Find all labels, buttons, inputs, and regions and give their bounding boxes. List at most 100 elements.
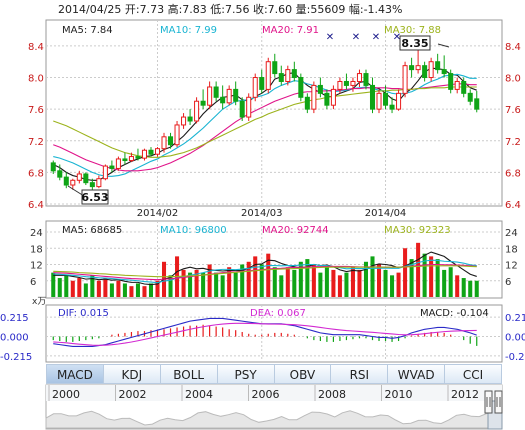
volume-y-axis: 6 6 12 12 18 18 24 24 [30, 228, 518, 288]
volume-bar [96, 280, 101, 297]
max-price-callout: 8.35 [399, 35, 450, 51]
volume-legend-item: MA30: 92323 [384, 225, 451, 236]
volume-bar [266, 253, 271, 297]
price-candle-body [298, 77, 304, 98]
price-candle-body [402, 65, 408, 94]
price-candle-body [461, 80, 467, 94]
price-candle-body [89, 182, 95, 188]
price-candle-body [96, 178, 102, 188]
price-candle-body [102, 165, 108, 180]
tab-kdj[interactable]: KDJ [103, 364, 161, 384]
volume-bar [416, 242, 421, 297]
volume-bar [435, 259, 440, 297]
tab-psy[interactable]: PSY [217, 364, 275, 384]
volume-bar [103, 278, 108, 297]
event-marker-icon: ✕ [372, 32, 380, 43]
timeline-year: 2006 [252, 388, 280, 401]
volume-bar [279, 275, 284, 297]
tab-rsi[interactable]: RSI [331, 364, 389, 384]
volume-ma-line [53, 265, 477, 278]
price-candle-body [278, 73, 284, 82]
price-candle-body [415, 65, 421, 71]
price-candle-body [233, 88, 239, 102]
price-candle-body [441, 69, 447, 75]
tab-boll[interactable]: BOLL [160, 364, 218, 384]
price-candle-body [259, 77, 265, 90]
price-x-tick: 2014/02 [137, 208, 179, 219]
price-candle-body [428, 61, 434, 79]
timeline-year: 2010 [385, 388, 413, 401]
price-candle-body [168, 136, 174, 146]
price-candle-body [324, 92, 330, 106]
volume-bar [77, 278, 82, 297]
volume-bar [318, 272, 323, 297]
price-panel[interactable] [45, 19, 503, 207]
event-markers: ✕ ✕ ✕ ✕ [326, 32, 401, 43]
timeline-left-handle[interactable] [484, 390, 493, 414]
dea-line [53, 322, 477, 346]
price-legend-item: MA30: 7.88 [384, 25, 441, 36]
price-candle-body [409, 65, 415, 71]
price-candle-body [122, 158, 128, 162]
macd-tick-left: 0.000 [0, 333, 29, 344]
tab-wvad[interactable]: WVAD [388, 364, 446, 384]
price-tick-left: 7.6 [28, 105, 44, 116]
price-tick-right: 7.6 [505, 105, 521, 116]
volume-bar [272, 267, 277, 297]
header-summary: 2014/04/25 开:7.73 高:7.83 低:7.56 收:7.60 量… [58, 2, 403, 16]
volume-bar [363, 261, 369, 297]
price-candle-body [474, 98, 480, 110]
price-candle-body [135, 156, 141, 159]
price-tick-right: 6.8 [505, 168, 521, 179]
tab-cci[interactable]: CCI [445, 364, 502, 384]
volume-bar [70, 280, 75, 297]
price-candle-body [272, 61, 278, 75]
timeline-right-handle[interactable] [494, 390, 503, 414]
volume-bar [129, 286, 134, 297]
price-candle-body [148, 149, 154, 155]
price-tick-right: 6.4 [505, 200, 521, 211]
volume-tick-right: 18 [505, 244, 518, 255]
macd-legend-item: DEA: 0.067 [250, 308, 306, 319]
event-marker-icon: ✕ [352, 32, 360, 43]
price-candle-body [448, 73, 454, 90]
volume-legend-item: MA10: 96800 [160, 225, 227, 236]
tab-macd[interactable]: MACD [46, 364, 104, 384]
volume-legend-item: MA20: 92744 [262, 225, 329, 236]
price-tick-left: 7.2 [28, 137, 44, 148]
price-tick-left: 6.8 [28, 168, 44, 179]
indicator-tabs: MACD KDJ BOLL PSY OBV RSI WVAD CCI [46, 364, 502, 384]
price-candle-body [57, 170, 63, 178]
volume-tick-left: 24 [30, 228, 43, 239]
volume-legend: MA5: 68685 MA10: 96800 MA20: 92744 MA30: 92… [62, 225, 451, 236]
price-candle-body [161, 136, 167, 150]
volume-tick-right: 24 [505, 228, 518, 239]
price-candle-body [467, 92, 473, 102]
volume-tick-right: 6 [505, 277, 511, 288]
volume-bar [188, 272, 193, 297]
volume-bar [109, 283, 114, 297]
price-candle-body [396, 92, 402, 110]
volume-bar [57, 278, 62, 297]
volume-bar [429, 256, 434, 297]
volume-bar [181, 269, 186, 297]
tab-obv[interactable]: OBV [274, 364, 332, 384]
volume-bar [461, 278, 466, 297]
volume-bar [344, 272, 349, 297]
volume-bar [298, 261, 303, 297]
volume-bar [305, 259, 310, 297]
volume-bar [253, 256, 258, 297]
volume-ma-lines [53, 251, 477, 286]
volume-bar [227, 267, 232, 297]
timeline-year: 2000 [52, 388, 80, 401]
volume-tick-left: 18 [30, 244, 43, 255]
volume-bar [135, 283, 140, 297]
price-candle-body [63, 176, 69, 186]
price-legend-item: MA20: 7.91 [262, 25, 319, 36]
price-candle-body [141, 149, 147, 159]
price-candle-body [207, 86, 213, 106]
timeline-year: 2008 [318, 388, 346, 401]
volume-bar [201, 272, 206, 297]
volume-bar [370, 256, 375, 297]
